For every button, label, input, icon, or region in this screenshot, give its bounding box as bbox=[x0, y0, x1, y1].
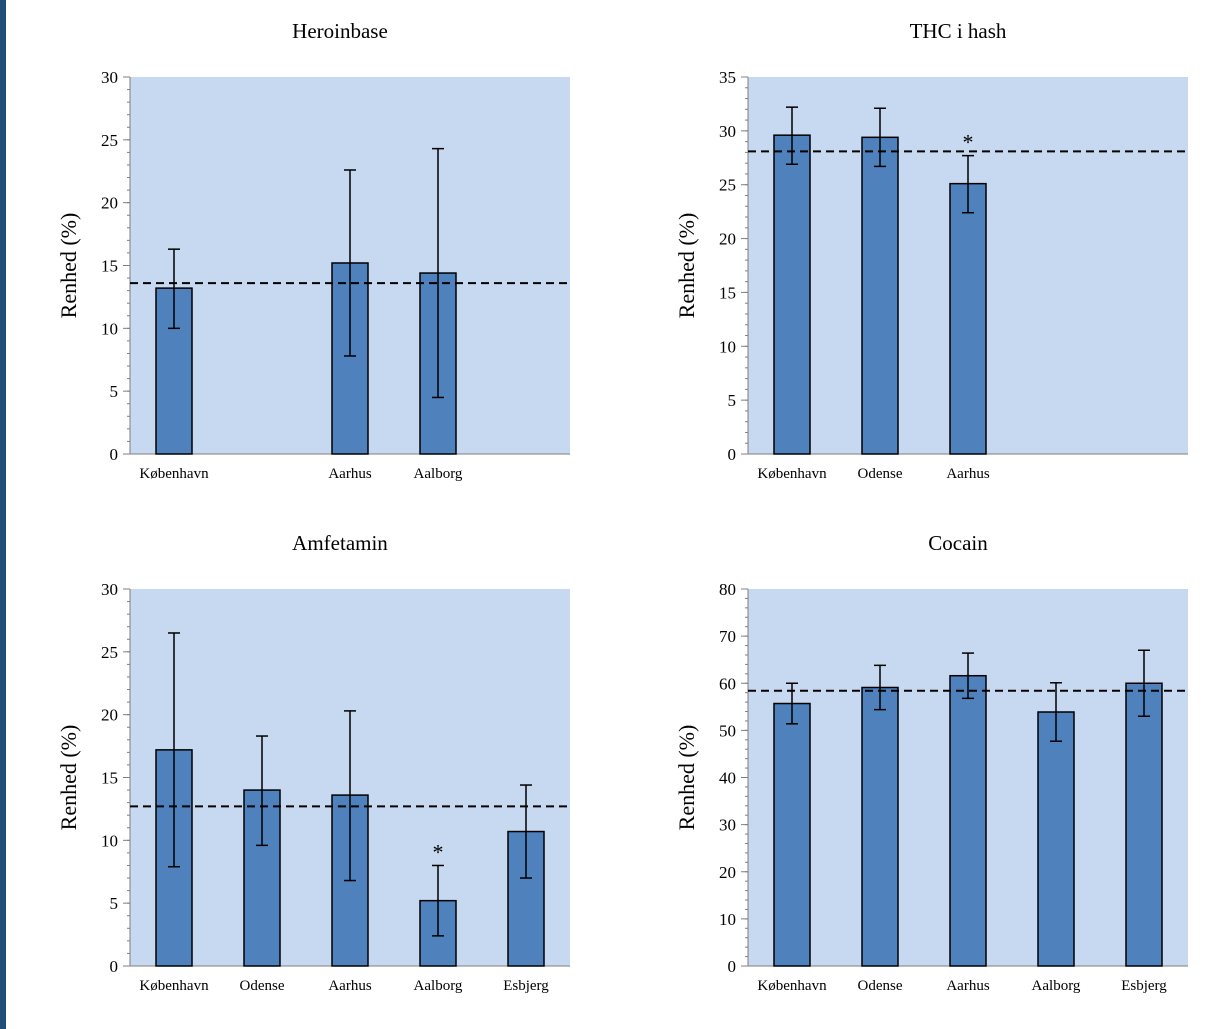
y-tick-label: 70 bbox=[719, 627, 736, 646]
y-tick-label: 40 bbox=[719, 769, 736, 788]
bar bbox=[949, 182, 987, 455]
y-tick-label: 50 bbox=[719, 721, 736, 740]
x-category-label: København bbox=[139, 978, 209, 994]
x-category-label: Aalborg bbox=[414, 466, 463, 482]
y-tick-label: 30 bbox=[719, 122, 736, 141]
y-tick-label: 15 bbox=[101, 769, 118, 788]
y-axis-label: Renhed (%) bbox=[674, 725, 699, 831]
chart-panel-heroinbase: Heroinbase Renhed (%) 0 5 10 15 20 25 30 Københav… bbox=[10, 0, 610, 500]
x-category-label: Odense bbox=[858, 466, 903, 482]
y-tick-label: 35 bbox=[719, 68, 736, 87]
y-axis-label: Renhed (%) bbox=[56, 725, 81, 831]
left-border-rule bbox=[0, 0, 6, 1029]
y-tick-label: 10 bbox=[101, 831, 118, 850]
y-tick-label: 20 bbox=[101, 194, 118, 213]
chart-title: THC i hash bbox=[910, 19, 1007, 43]
y-tick-label: 20 bbox=[101, 706, 118, 725]
y-tick-label: 30 bbox=[719, 816, 736, 835]
chart-amfetamin: Amfetamin Renhed (%) 0 5 10 15 20 25 30 København… bbox=[56, 531, 570, 994]
chart-thc-i-hash: THC i hash Renhed (%) 0 5 10 15 20 25 30 35 Københ… bbox=[674, 19, 1188, 482]
chart-heroinbase: Heroinbase Renhed (%) 0 5 10 15 20 25 30 Københav… bbox=[56, 19, 570, 482]
bar bbox=[1125, 682, 1163, 967]
y-tick-label: 5 bbox=[110, 894, 119, 913]
x-category-label: Aarhus bbox=[946, 978, 989, 994]
y-tick-label: 30 bbox=[101, 580, 118, 599]
y-tick-label: 5 bbox=[110, 382, 119, 401]
y-tick-label: 0 bbox=[110, 957, 119, 976]
bar bbox=[949, 674, 987, 967]
y-tick-label: 0 bbox=[110, 445, 119, 464]
x-category-label: Esbjerg bbox=[503, 978, 549, 994]
chart-panel-thc-i-hash: THC i hash Renhed (%) 0 5 10 15 20 25 30 35 Københ… bbox=[628, 0, 1228, 500]
x-category-label: Aarhus bbox=[946, 466, 989, 482]
bar bbox=[773, 702, 811, 967]
y-tick-label: 80 bbox=[719, 580, 736, 599]
y-tick-label: 5 bbox=[728, 391, 737, 410]
y-tick-label: 20 bbox=[719, 230, 736, 249]
chart-title: Amfetamin bbox=[292, 531, 388, 555]
x-category-label: Esbjerg bbox=[1121, 978, 1167, 994]
x-category-label: København bbox=[757, 978, 827, 994]
y-tick-label: 10 bbox=[101, 319, 118, 338]
significance-marker: * bbox=[963, 130, 974, 155]
y-tick-label: 20 bbox=[719, 863, 736, 882]
y-axis-label: Renhed (%) bbox=[674, 213, 699, 319]
x-category-label: Aalborg bbox=[414, 978, 463, 994]
chart-panel-amfetamin: Amfetamin Renhed (%) 0 5 10 15 20 25 30 København… bbox=[10, 512, 610, 1012]
y-tick-label: 30 bbox=[101, 68, 118, 87]
y-tick-label: 15 bbox=[719, 283, 736, 302]
y-tick-label: 60 bbox=[719, 674, 736, 693]
significance-marker: * bbox=[433, 839, 444, 864]
y-tick-label: 10 bbox=[719, 910, 736, 929]
y-tick-label: 10 bbox=[719, 337, 736, 356]
y-tick-label: 0 bbox=[728, 957, 737, 976]
bar bbox=[1037, 711, 1075, 967]
x-category-label: København bbox=[139, 466, 209, 482]
y-tick-label: 25 bbox=[101, 131, 118, 150]
y-tick-label: 0 bbox=[728, 445, 737, 464]
x-category-label: København bbox=[757, 466, 827, 482]
chart-title: Cocain bbox=[928, 531, 988, 555]
x-category-label: Odense bbox=[240, 978, 285, 994]
y-tick-label: 25 bbox=[101, 643, 118, 662]
x-category-label: Aalborg bbox=[1032, 978, 1081, 994]
chart-title: Heroinbase bbox=[292, 19, 388, 43]
y-tick-label: 25 bbox=[719, 176, 736, 195]
x-category-label: Odense bbox=[858, 978, 903, 994]
chart-panel-cocain: Cocain Renhed (%) 0 10 20 30 40 50 60 70 80 Københa… bbox=[628, 512, 1228, 1012]
y-tick-label: 15 bbox=[101, 257, 118, 276]
bar bbox=[861, 686, 899, 967]
x-category-label: Aarhus bbox=[328, 466, 371, 482]
x-category-label: Aarhus bbox=[328, 978, 371, 994]
bar bbox=[773, 134, 811, 455]
bar bbox=[861, 136, 899, 455]
y-axis-label: Renhed (%) bbox=[56, 213, 81, 319]
chart-cocain: Cocain Renhed (%) 0 10 20 30 40 50 60 70 80 Københa… bbox=[674, 531, 1188, 994]
